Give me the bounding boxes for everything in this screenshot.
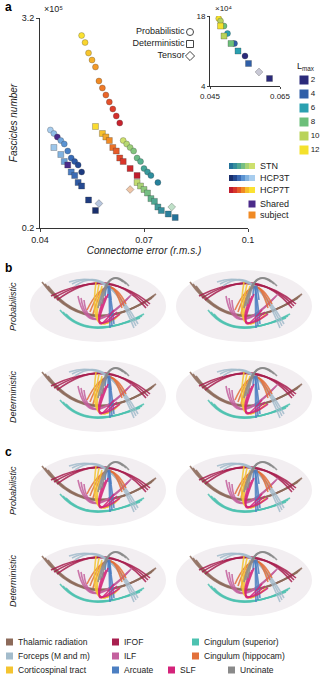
svg-text:6: 6	[311, 103, 316, 112]
svg-text:Connectome error (r.m.s.): Connectome error (r.m.s.)	[87, 245, 202, 256]
svg-text:Cingulum (superior): Cingulum (superior)	[204, 637, 279, 647]
svg-text:18: 18	[196, 12, 205, 21]
svg-text:Deterministic: Deterministic	[8, 554, 18, 607]
svg-text:4: 4	[201, 82, 206, 91]
svg-text:2: 2	[311, 75, 316, 84]
svg-text:3.2: 3.2	[22, 13, 35, 23]
svg-text:Deterministic: Deterministic	[133, 38, 186, 48]
svg-text:IFOF: IFOF	[124, 637, 143, 647]
svg-text:L​max​: L​max​	[297, 61, 315, 72]
svg-text:Cingulum (hippocam): Cingulum (hippocam)	[204, 651, 285, 661]
svg-text:Forceps (M and m): Forceps (M and m)	[18, 651, 90, 661]
svg-text:ILF: ILF	[124, 651, 136, 661]
svg-text:0.04: 0.04	[31, 235, 49, 245]
svg-text:Probabilistic: Probabilistic	[136, 26, 185, 36]
svg-text:×10⁵: ×10⁵	[44, 4, 63, 14]
svg-text:0.045: 0.045	[200, 92, 221, 101]
svg-text:0.065: 0.065	[270, 92, 291, 101]
svg-text:10: 10	[311, 131, 320, 140]
svg-text:Thalamic radiation: Thalamic radiation	[18, 637, 88, 647]
svg-text:Fascicles number: Fascicles number	[8, 83, 19, 162]
svg-text:Corticospinal tract: Corticospinal tract	[18, 665, 87, 675]
svg-text:subject: subject	[260, 210, 289, 220]
svg-text:SLF: SLF	[180, 665, 196, 675]
svg-text:8: 8	[311, 117, 316, 126]
svg-text:Probabilistic: Probabilistic	[8, 282, 18, 331]
svg-text:Tensor: Tensor	[158, 50, 185, 60]
svg-text:0.1: 0.1	[242, 235, 255, 245]
svg-text:Probabilistic: Probabilistic	[8, 466, 18, 515]
svg-text:4: 4	[311, 89, 316, 98]
svg-text:c: c	[5, 445, 12, 459]
svg-text:12: 12	[311, 145, 320, 154]
svg-text:HCP7T: HCP7T	[260, 185, 290, 195]
svg-text:0.07: 0.07	[135, 235, 153, 245]
svg-text:×10⁴: ×10⁴	[215, 4, 233, 13]
svg-text:Shared: Shared	[260, 199, 289, 209]
svg-text:a: a	[5, 0, 12, 14]
svg-text:b: b	[5, 261, 12, 275]
svg-text:Arcuate: Arcuate	[124, 665, 154, 675]
svg-text:HCP3T: HCP3T	[260, 173, 290, 183]
svg-text:STN: STN	[260, 161, 278, 171]
svg-text:Deterministic: Deterministic	[8, 370, 18, 423]
svg-text:Uncinate: Uncinate	[240, 665, 274, 675]
svg-text:0.2: 0.2	[22, 223, 35, 233]
